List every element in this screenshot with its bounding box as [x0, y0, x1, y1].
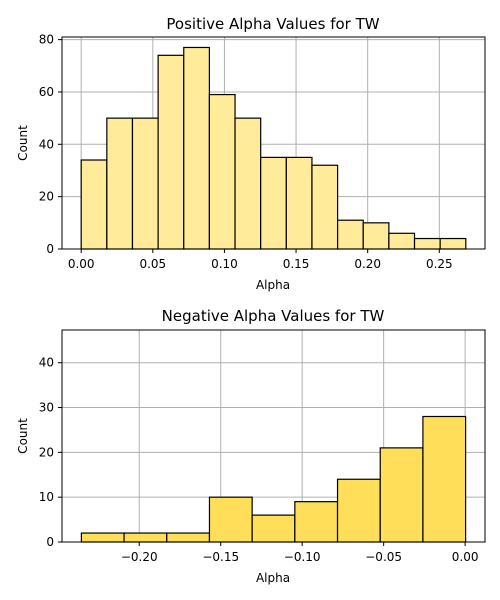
positive-alpha-chart: Positive Alpha Values for TW 0.00 0.05 0.1…	[16, 15, 486, 292]
histogram-bar	[251, 514, 296, 543]
x-tick-label: −0.20	[121, 550, 158, 564]
x-tick-label: 0.15	[283, 257, 310, 271]
y-tick-label: 0	[46, 535, 54, 549]
histogram-bar	[413, 237, 441, 250]
x-tick-label: 0.10	[211, 257, 238, 271]
plot-frame	[61, 36, 486, 250]
negative-alpha-chart: Negative Alpha Values for TW −0.20 −0.15 −…	[16, 307, 486, 585]
y-tick-label: 20	[39, 445, 54, 459]
x-tick-label: −0.15	[202, 550, 239, 564]
plot-frame	[61, 329, 486, 543]
histogram-bar	[183, 46, 210, 250]
x-tick-label: 0.00	[452, 550, 479, 564]
histogram-bar	[311, 164, 339, 250]
y-axis-label: Count	[16, 125, 30, 161]
chart-title: Negative Alpha Values for TW	[162, 307, 385, 325]
histogram-bar	[157, 54, 185, 250]
y-tick-label: 10	[39, 490, 54, 504]
histogram-bar	[285, 156, 313, 250]
x-axis-label: Alpha	[256, 278, 290, 292]
histogram-bar	[106, 117, 134, 250]
histogram-bar	[422, 415, 467, 543]
x-tick-label: 0.25	[426, 257, 453, 271]
x-axis-label: Alpha	[256, 571, 290, 585]
histogram-bar	[208, 93, 236, 250]
y-tick-label: 80	[39, 33, 54, 47]
histogram-bar	[362, 222, 390, 250]
histogram-bar	[80, 159, 108, 250]
y-tick-label: 40	[39, 137, 54, 151]
y-tick-label: 0	[46, 242, 54, 256]
histogram-bar	[388, 232, 416, 250]
y-tick-label: 40	[39, 356, 54, 370]
histogram-bar	[379, 447, 424, 543]
histogram-bar	[294, 501, 339, 543]
x-tick-label: 0.00	[68, 257, 95, 271]
y-axis-label: Count	[16, 418, 30, 454]
histogram-bar	[166, 532, 211, 543]
histogram-bar	[336, 478, 381, 543]
histogram-bar	[131, 117, 159, 250]
y-tick-label: 60	[39, 85, 54, 99]
x-tick-label: 0.05	[139, 257, 166, 271]
histogram-bar	[123, 532, 168, 543]
x-tick-label: −0.10	[284, 550, 321, 564]
x-tick-label: −0.05	[365, 550, 402, 564]
y-tick-label: 30	[39, 401, 54, 415]
histogram-bar	[80, 532, 125, 543]
histogram-bar	[439, 237, 467, 250]
histogram-bar	[234, 117, 262, 250]
y-tick-label: 20	[39, 190, 54, 204]
x-tick-label: 0.20	[354, 257, 381, 271]
histogram-bar	[260, 156, 287, 250]
histogram-bar	[208, 496, 253, 543]
chart-title: Positive Alpha Values for TW	[166, 15, 379, 33]
histogram-bar	[337, 219, 364, 250]
